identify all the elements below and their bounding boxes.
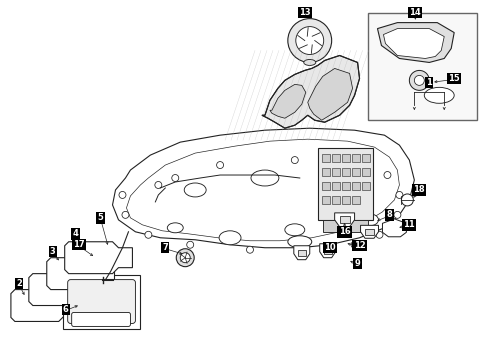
Bar bbox=[331, 154, 339, 162]
Ellipse shape bbox=[184, 183, 206, 197]
Bar bbox=[351, 196, 359, 204]
Circle shape bbox=[122, 211, 129, 219]
Bar bbox=[341, 182, 349, 190]
Polygon shape bbox=[307, 68, 352, 120]
Ellipse shape bbox=[360, 214, 378, 226]
Circle shape bbox=[350, 241, 357, 248]
Text: 11: 11 bbox=[403, 220, 414, 229]
FancyBboxPatch shape bbox=[67, 280, 135, 323]
Text: 4: 4 bbox=[73, 229, 79, 238]
Polygon shape bbox=[319, 244, 335, 258]
Polygon shape bbox=[262, 55, 359, 128]
Polygon shape bbox=[383, 28, 443, 58]
Bar bbox=[361, 168, 369, 176]
Bar bbox=[331, 182, 339, 190]
Polygon shape bbox=[29, 274, 96, 306]
Polygon shape bbox=[112, 128, 413, 248]
Circle shape bbox=[176, 249, 194, 267]
Polygon shape bbox=[367, 13, 476, 120]
Ellipse shape bbox=[167, 223, 183, 233]
Circle shape bbox=[155, 181, 162, 189]
Text: 15: 15 bbox=[447, 74, 459, 83]
Text: 14: 14 bbox=[408, 8, 420, 17]
Polygon shape bbox=[360, 225, 378, 238]
Polygon shape bbox=[269, 84, 305, 118]
Circle shape bbox=[180, 253, 190, 263]
Text: 5: 5 bbox=[98, 213, 103, 222]
Polygon shape bbox=[293, 246, 309, 260]
Text: 16: 16 bbox=[338, 227, 350, 236]
Text: 9: 9 bbox=[354, 259, 360, 268]
Polygon shape bbox=[364, 229, 373, 235]
Polygon shape bbox=[11, 289, 79, 321]
Text: 2: 2 bbox=[16, 279, 22, 288]
Polygon shape bbox=[382, 219, 406, 237]
Ellipse shape bbox=[287, 236, 311, 248]
Text: 12: 12 bbox=[353, 241, 365, 250]
Ellipse shape bbox=[424, 87, 453, 103]
Text: 1: 1 bbox=[426, 78, 431, 87]
Circle shape bbox=[321, 246, 327, 253]
Circle shape bbox=[119, 192, 126, 198]
Polygon shape bbox=[64, 242, 132, 274]
Bar bbox=[321, 168, 329, 176]
Bar bbox=[351, 154, 359, 162]
Bar bbox=[351, 182, 359, 190]
Polygon shape bbox=[317, 148, 372, 220]
Circle shape bbox=[375, 231, 382, 238]
Text: 18: 18 bbox=[413, 185, 424, 194]
Bar bbox=[341, 168, 349, 176]
Bar bbox=[341, 196, 349, 204]
Polygon shape bbox=[334, 213, 354, 227]
Polygon shape bbox=[62, 275, 140, 329]
Text: 8: 8 bbox=[386, 210, 391, 219]
Polygon shape bbox=[339, 216, 349, 223]
Circle shape bbox=[216, 162, 223, 168]
Circle shape bbox=[171, 175, 179, 181]
Circle shape bbox=[291, 157, 298, 163]
Circle shape bbox=[295, 27, 323, 54]
Circle shape bbox=[413, 75, 424, 85]
Text: 7: 7 bbox=[162, 243, 168, 252]
Ellipse shape bbox=[219, 231, 241, 245]
Ellipse shape bbox=[250, 170, 278, 186]
Circle shape bbox=[401, 194, 412, 206]
Circle shape bbox=[395, 192, 402, 198]
Polygon shape bbox=[323, 248, 331, 254]
Bar bbox=[331, 168, 339, 176]
Bar bbox=[321, 154, 329, 162]
Text: 6: 6 bbox=[62, 305, 68, 314]
Circle shape bbox=[408, 71, 428, 90]
Bar bbox=[321, 182, 329, 190]
Ellipse shape bbox=[285, 224, 304, 236]
Circle shape bbox=[246, 246, 253, 253]
Circle shape bbox=[186, 241, 193, 248]
Text: 17: 17 bbox=[73, 240, 84, 249]
Polygon shape bbox=[297, 250, 305, 256]
Text: 3: 3 bbox=[50, 247, 56, 256]
Circle shape bbox=[144, 231, 152, 238]
Bar bbox=[361, 154, 369, 162]
Bar bbox=[331, 196, 339, 204]
Polygon shape bbox=[377, 23, 453, 62]
Text: 13: 13 bbox=[298, 8, 310, 17]
Text: 10: 10 bbox=[323, 243, 335, 252]
FancyBboxPatch shape bbox=[72, 312, 130, 327]
Circle shape bbox=[393, 211, 400, 219]
Polygon shape bbox=[322, 220, 367, 232]
Polygon shape bbox=[47, 258, 114, 289]
Bar bbox=[361, 182, 369, 190]
Circle shape bbox=[287, 19, 331, 62]
Bar bbox=[351, 168, 359, 176]
Circle shape bbox=[383, 171, 390, 179]
Ellipse shape bbox=[303, 59, 315, 66]
Bar bbox=[321, 196, 329, 204]
Circle shape bbox=[347, 159, 354, 167]
Ellipse shape bbox=[328, 181, 350, 195]
Bar bbox=[341, 154, 349, 162]
